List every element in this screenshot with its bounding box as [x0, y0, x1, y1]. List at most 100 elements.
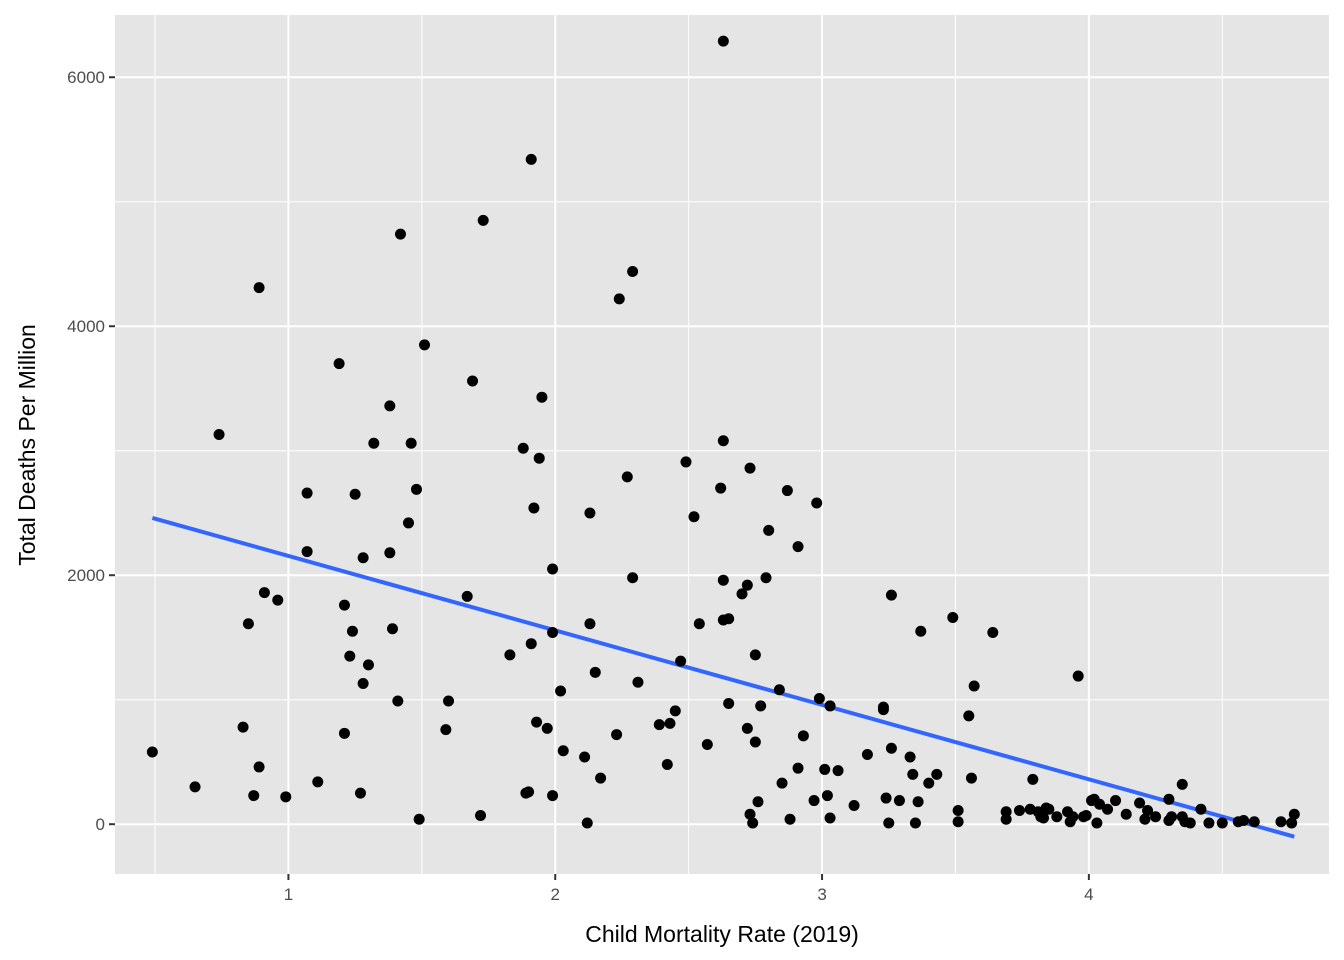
data-point — [248, 790, 260, 802]
data-point — [688, 511, 700, 523]
data-point — [701, 739, 713, 751]
data-point — [349, 488, 361, 500]
data-point — [611, 729, 623, 741]
data-point — [189, 781, 201, 793]
data-point — [1203, 817, 1215, 829]
data-point — [386, 623, 398, 635]
data-point — [555, 685, 567, 697]
data-point — [338, 599, 350, 611]
data-point — [1275, 816, 1287, 828]
data-point — [528, 502, 540, 514]
data-point — [541, 722, 553, 734]
data-point — [1051, 811, 1063, 823]
data-point — [467, 375, 479, 387]
data-point — [1000, 806, 1012, 818]
data-point — [749, 736, 761, 748]
data-point — [1027, 773, 1039, 785]
data-point — [1013, 805, 1025, 817]
data-point — [1195, 803, 1207, 815]
data-point — [792, 541, 804, 553]
data-point — [525, 638, 537, 650]
data-point — [1163, 793, 1175, 805]
data-point — [717, 35, 729, 47]
data-point — [1102, 803, 1114, 815]
data-point — [784, 813, 796, 825]
data-point — [547, 626, 559, 638]
data-point — [880, 792, 892, 804]
data-point — [368, 437, 380, 449]
data-point — [1110, 795, 1122, 807]
data-point — [362, 659, 374, 671]
data-point — [581, 817, 593, 829]
data-point — [1286, 817, 1298, 829]
data-point — [808, 795, 820, 807]
data-point — [723, 613, 735, 625]
x-tick-label: 3 — [817, 885, 826, 904]
data-point — [952, 805, 964, 817]
data-point — [523, 786, 535, 798]
data-point — [781, 485, 793, 497]
data-point — [584, 507, 596, 519]
x-tick-label: 2 — [551, 885, 560, 904]
data-point — [595, 772, 607, 784]
y-tick-label: 6000 — [67, 68, 105, 87]
data-point — [443, 695, 455, 707]
data-point — [811, 497, 823, 509]
data-point — [384, 400, 396, 412]
data-point — [333, 358, 345, 370]
data-point — [715, 482, 727, 494]
data-point — [1176, 778, 1188, 790]
regression-line — [151, 516, 1295, 839]
data-point — [792, 762, 804, 774]
data-point — [907, 768, 919, 780]
data-point — [384, 547, 396, 559]
data-point — [627, 572, 639, 584]
data-point — [237, 721, 249, 733]
data-point — [824, 812, 836, 824]
data-point — [253, 761, 265, 773]
data-point — [357, 678, 369, 690]
data-point — [280, 791, 292, 803]
data-point — [547, 563, 559, 575]
data-point — [693, 618, 705, 630]
data-point — [832, 765, 844, 777]
data-point — [392, 695, 404, 707]
data-point — [848, 800, 860, 812]
data-point — [1120, 808, 1132, 820]
y-tick-label: 4000 — [67, 317, 105, 336]
data-point — [1038, 812, 1050, 824]
data-point — [394, 228, 406, 240]
data-point — [741, 579, 753, 591]
data-point — [821, 790, 833, 802]
data-point — [744, 462, 756, 474]
data-point — [653, 719, 665, 731]
data-point — [531, 716, 543, 728]
data-point — [813, 692, 825, 704]
data-point — [877, 704, 889, 716]
data-point — [1288, 808, 1300, 820]
data-point — [632, 676, 644, 688]
data-point — [146, 746, 158, 758]
data-point — [533, 452, 545, 464]
data-point — [1072, 670, 1084, 682]
data-point — [680, 456, 692, 468]
data-point — [579, 751, 591, 763]
data-point — [413, 813, 425, 825]
data-point — [338, 727, 350, 739]
data-point — [885, 742, 897, 754]
data-point — [755, 700, 767, 712]
data-point — [861, 748, 873, 760]
data-point — [301, 546, 313, 558]
data-point — [819, 763, 831, 775]
data-point — [1248, 816, 1260, 828]
data-point — [1080, 809, 1092, 821]
data-point — [440, 724, 452, 736]
data-point — [405, 437, 417, 449]
data-point — [747, 817, 759, 829]
y-tick-label: 0 — [96, 815, 105, 834]
data-point — [664, 717, 676, 729]
data-point — [773, 684, 785, 696]
data-point — [760, 572, 772, 584]
y-tick-label: 2000 — [67, 566, 105, 585]
